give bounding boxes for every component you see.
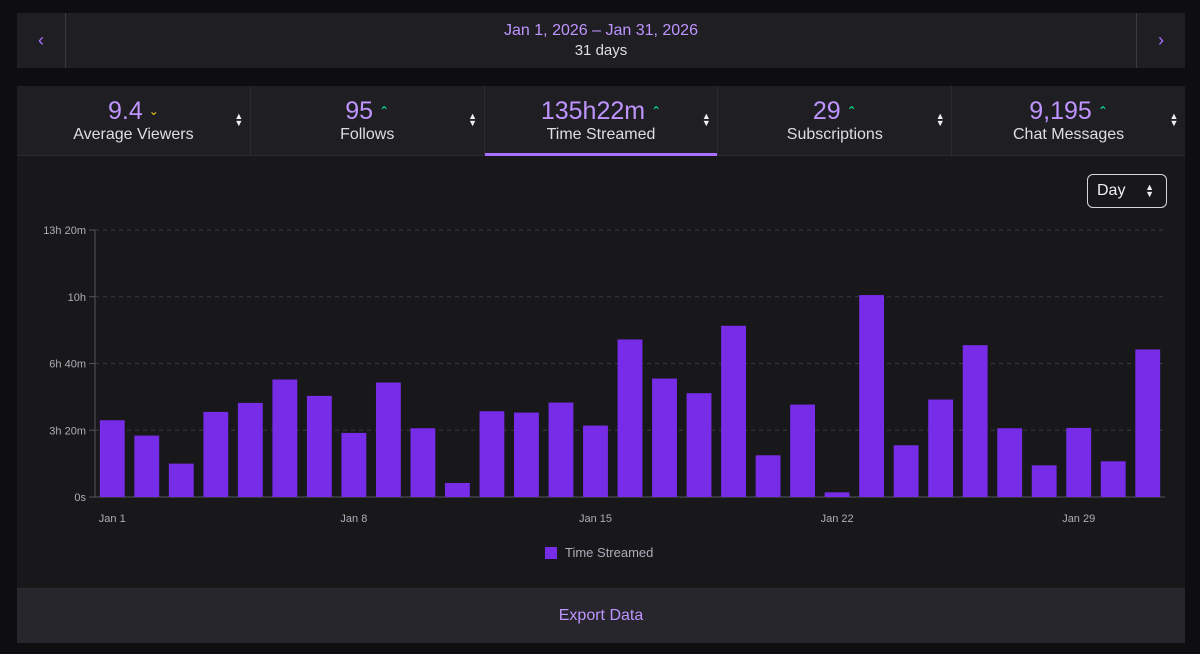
metric-label: Subscriptions (786, 125, 883, 143)
bar-jan-24 (893, 445, 919, 497)
export-data-button[interactable]: Export Data (17, 588, 1185, 643)
bar-jan-30 (1100, 461, 1126, 497)
x-tick-label: Jan 29 (1062, 513, 1095, 525)
bar-jan-17 (652, 378, 677, 497)
trend-up-icon: ⌃ (651, 103, 662, 118)
bar-jan-7 (306, 395, 332, 497)
select-arrows-icon: ▲ ▼ (1145, 182, 1154, 199)
x-tick-label: Jan 22 (821, 513, 854, 525)
bar-jan-16 (617, 339, 643, 497)
bar-jan-21 (790, 404, 816, 497)
metric-label: Follows (340, 125, 395, 143)
bar-jan-18 (686, 393, 712, 497)
previous-period-button[interactable]: ‹ (17, 13, 66, 68)
bar-jan-2 (134, 435, 160, 497)
bar-jan-29 (1066, 427, 1092, 497)
chevron-left-icon: ‹ (38, 30, 44, 50)
x-tick-label: Jan 15 (579, 513, 612, 525)
metric-value: 135h22m (540, 96, 646, 125)
legend-swatch (545, 547, 557, 559)
bar-jan-12 (479, 411, 505, 497)
metric-tabs: 9.4 ⌄ Average Viewers ▲ ▼ 95 ⌃ Follows ▲ ▼… (17, 86, 1185, 156)
y-tick-label: 10h (68, 292, 86, 304)
bar-jan-6 (272, 379, 298, 497)
y-tick-label: 0s (74, 492, 86, 504)
x-tick-label: Jan 1 (99, 513, 126, 525)
metric-tab-chat-messages[interactable]: 9,195 ⌃ Chat Messages ▲ ▼ (952, 86, 1185, 155)
metric-tab-average-viewers[interactable]: 9.4 ⌄ Average Viewers ▲ ▼ (17, 86, 251, 155)
bar-jan-20 (755, 455, 781, 497)
metric-tab-subscriptions[interactable]: 29 ⌃ Subscriptions ▲ ▼ (718, 86, 953, 155)
bar-jan-23 (859, 295, 885, 497)
trend-up-icon: ⌃ (846, 103, 857, 118)
bar-jan-3 (168, 463, 194, 497)
bar-jan-4 (203, 411, 229, 497)
trend-up-icon: ⌃ (379, 103, 390, 118)
trend-down-icon: ⌄ (148, 103, 159, 118)
bar-jan-10 (410, 428, 436, 497)
bar-jan-1 (99, 420, 125, 497)
bar-jan-8 (341, 432, 367, 497)
bar-jan-25 (928, 399, 954, 497)
x-tick-label: Jan 8 (340, 513, 367, 525)
bar-jan-5 (237, 402, 263, 497)
metric-value: 95 (345, 96, 374, 125)
date-range-display: Jan 1, 2026 – Jan 31, 2026 31 days (66, 13, 1136, 68)
metric-value: 29 (812, 96, 841, 125)
sort-icon[interactable]: ▲ ▼ (468, 111, 478, 128)
sort-icon[interactable]: ▲ ▼ (234, 111, 244, 128)
interval-select[interactable]: Day ▲ ▼ (1087, 174, 1167, 208)
metric-value: 9,195 (1029, 96, 1092, 125)
bar-jan-27 (997, 428, 1023, 497)
metric-value: 9.4 (107, 96, 143, 125)
sort-icon[interactable]: ▲ ▼ (701, 111, 711, 128)
trend-up-icon: ⌃ (1097, 103, 1108, 118)
bar-jan-22 (824, 492, 850, 497)
metric-tab-time-streamed[interactable]: 135h22m ⌃ Time Streamed ▲ ▼ (484, 86, 719, 156)
bar-jan-14 (548, 402, 574, 497)
metric-tab-follows[interactable]: 95 ⌃ Follows ▲ ▼ (251, 86, 485, 155)
sort-icon[interactable]: ▲ ▼ (1169, 111, 1179, 128)
metric-label: Average Viewers (73, 125, 194, 143)
y-tick-label: 3h 20m (49, 425, 86, 437)
date-range-bar: ‹ Jan 1, 2026 – Jan 31, 2026 31 days › (17, 13, 1185, 68)
bar-jan-11 (444, 482, 470, 497)
next-period-button[interactable]: › (1136, 13, 1185, 68)
y-tick-label: 6h 40m (49, 359, 86, 371)
metric-label: Time Streamed (546, 125, 656, 143)
legend-label: Time Streamed (565, 545, 653, 560)
chart-area: 0s 3h 20m 6h 40m 10h 13h 20m Jan 1 Jan 8 Jan 15… (17, 156, 1185, 590)
time-streamed-chart: 0s 3h 20m 6h 40m 10h 13h 20m Jan 1 Jan 8 Jan 15… (43, 225, 1165, 560)
metric-label: Chat Messages (1013, 125, 1125, 143)
bar-jan-31 (1135, 349, 1161, 497)
stats-panel: 9.4 ⌄ Average Viewers ▲ ▼ 95 ⌃ Follows ▲ ▼… (17, 86, 1185, 643)
bar-jan-15 (583, 425, 608, 497)
date-range-days: 31 days (574, 41, 628, 59)
chevron-right-icon: › (1158, 30, 1164, 50)
bar-jan-19 (721, 325, 746, 497)
date-range-text: Jan 1, 2026 – Jan 31, 2026 (504, 21, 698, 39)
bar-jan-13 (514, 412, 539, 497)
interval-select-value: Day (1097, 182, 1126, 199)
sort-icon[interactable]: ▲ ▼ (935, 111, 945, 128)
y-tick-label: 13h 20m (43, 225, 86, 237)
bar-jan-28 (1031, 465, 1057, 497)
bar-jan-26 (962, 345, 988, 497)
bar-jan-9 (375, 382, 401, 497)
